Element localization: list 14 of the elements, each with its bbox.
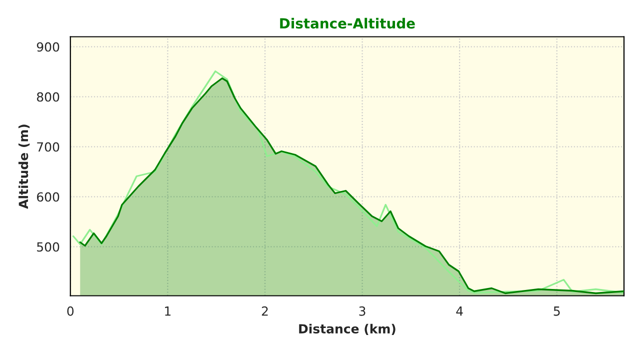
x-tick-label: 1 bbox=[165, 306, 171, 316]
x-tick-label: 4 bbox=[456, 306, 463, 316]
y-tick-label: 600 bbox=[36, 192, 60, 202]
x-tick-label: 0 bbox=[67, 306, 74, 316]
y-tick-label: 900 bbox=[36, 42, 60, 52]
x-tick-label: 2 bbox=[262, 306, 268, 316]
x-axis-title: Distance (km) bbox=[299, 324, 396, 335]
chart-title: Distance-Altitude bbox=[280, 18, 415, 29]
y-tick-label: 700 bbox=[37, 142, 60, 152]
x-tick-label: 5 bbox=[554, 306, 560, 316]
y-tick-label: 500 bbox=[37, 242, 60, 252]
y-axis-title: Altitude (m) bbox=[18, 124, 30, 209]
x-tick-label: 3 bbox=[359, 306, 366, 316]
y-tick-label: 800 bbox=[36, 92, 60, 102]
